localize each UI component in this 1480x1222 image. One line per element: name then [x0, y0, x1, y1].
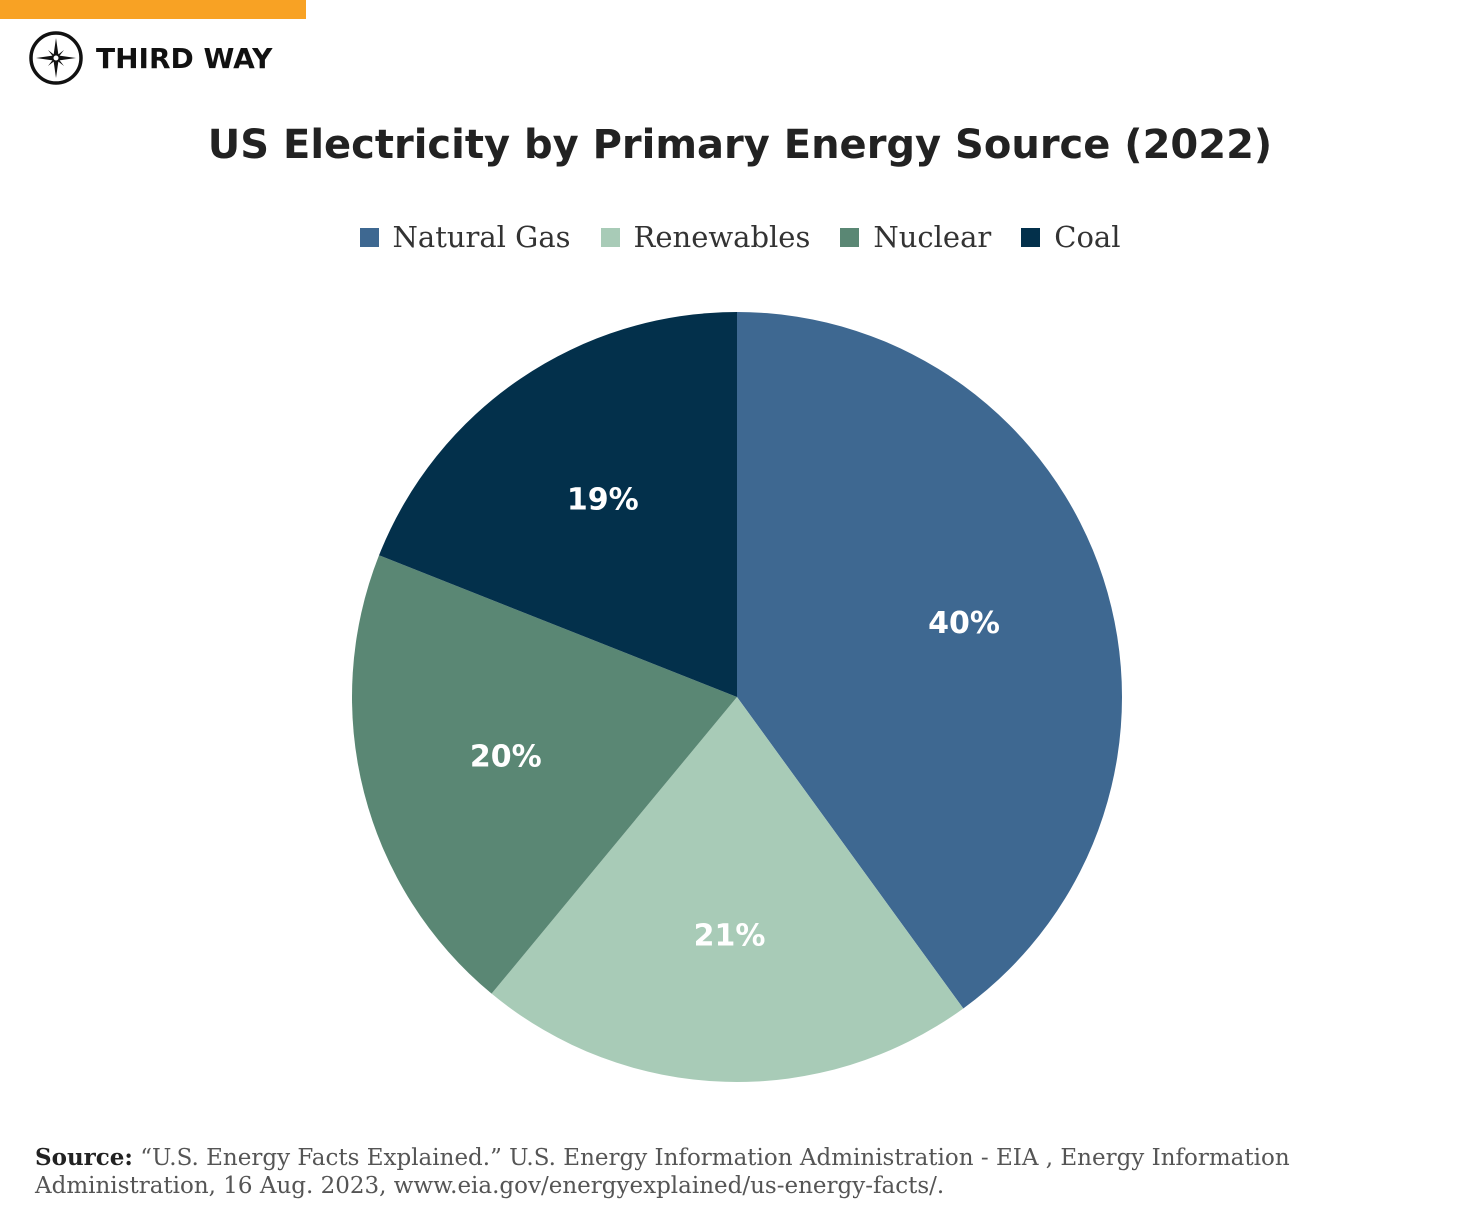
source-label: Source:	[35, 1144, 133, 1171]
data-label: 40%	[928, 606, 1000, 641]
legend-swatch	[840, 227, 860, 247]
chart-title: US Electricity by Primary Energy Source …	[207, 122, 1273, 168]
legend-label: Natural Gas	[392, 220, 571, 254]
legend-label: Renewables	[633, 220, 811, 254]
pie-slice-renewables	[491, 697, 964, 1083]
third-way-logo: THIRD WAY	[28, 30, 272, 86]
pie-slice-nuclear	[351, 555, 737, 994]
data-label: 19%	[567, 483, 639, 518]
legend-item-coal: Coal	[1021, 220, 1120, 254]
data-label: 21%	[694, 919, 766, 954]
source-note: Source: “U.S. Energy Facts Explained.” U…	[35, 1144, 1335, 1200]
pie-slice-coal	[379, 312, 737, 697]
source-text: “U.S. Energy Facts Explained.” U.S. Ener…	[35, 1145, 1290, 1199]
logo-text: THIRD WAY	[96, 41, 273, 75]
legend-label: Nuclear	[873, 220, 992, 254]
legend-swatch	[1021, 227, 1041, 247]
compass-icon	[29, 31, 83, 85]
data-label: 20%	[470, 739, 542, 774]
legend: Natural Gas Renewables Nuclear Coal	[0, 220, 1480, 254]
pie-slice-natural-gas	[737, 312, 1123, 1009]
legend-swatch	[600, 227, 620, 247]
accent-bar	[0, 0, 306, 19]
legend-item-renewables: Renewables	[600, 220, 811, 254]
legend-swatch	[359, 227, 379, 247]
legend-item-natural-gas: Natural Gas	[359, 220, 571, 254]
legend-label: Coal	[1054, 220, 1121, 254]
legend-item-nuclear: Nuclear	[840, 220, 991, 254]
